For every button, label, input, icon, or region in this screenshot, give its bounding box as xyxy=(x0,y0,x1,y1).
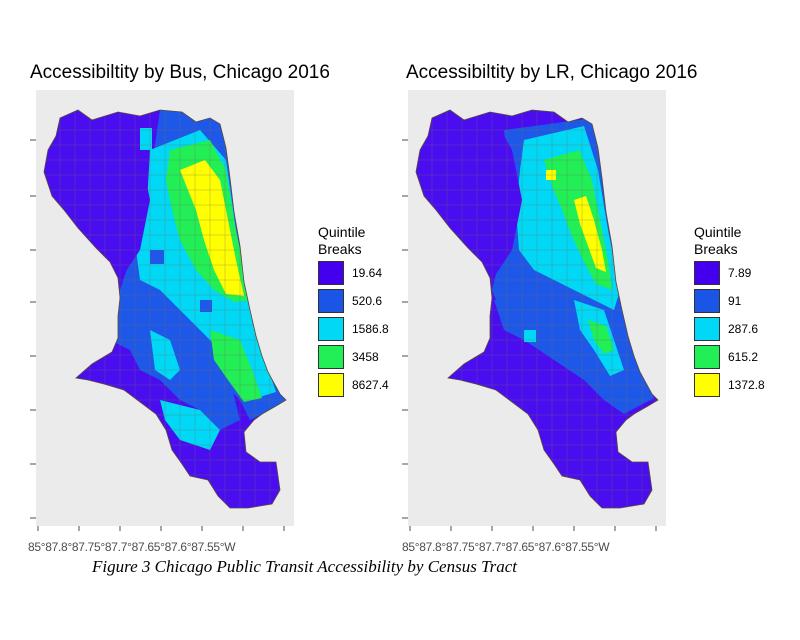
lr-legend-item: 1372.8 xyxy=(694,372,765,398)
lr-map-title: Accessibiltity by LR, Chicago 2016 xyxy=(406,62,698,83)
bus-legend-swatch xyxy=(318,289,344,313)
lr-legend-swatch xyxy=(694,373,720,397)
bus-legend-item: 1586.8 xyxy=(318,316,389,342)
lr-legend-swatch xyxy=(694,317,720,341)
lr-legend-item: 615.2 xyxy=(694,344,765,370)
lr-legend-swatch xyxy=(694,289,720,313)
lr-choropleth-map xyxy=(402,109,659,531)
bus-legend-swatch xyxy=(318,373,344,397)
lr-axis-ticks xyxy=(402,139,657,531)
bus-city-outline xyxy=(43,109,287,509)
bus-choropleth-map xyxy=(30,109,287,531)
bus-legend-item: 520.6 xyxy=(318,288,389,314)
bus-legend-swatch xyxy=(318,345,344,369)
bus-x-axis-labels: 85°87.8°87.75°87.7°87.65°87.6°87.55°W xyxy=(28,540,236,554)
bus-legend-title: Quintile Breaks xyxy=(318,224,366,257)
bus-axis-ticks xyxy=(30,139,285,531)
lr-legend-item: 287.6 xyxy=(694,316,765,342)
lr-legend-swatch xyxy=(694,345,720,369)
lr-x-axis-labels: 85°87.8°87.75°87.7°87.65°87.6°87.55°W xyxy=(402,540,610,554)
lr-legend-swatch xyxy=(694,261,720,285)
lr-legend: Quintile Breaks 7.89 91 287.6 615.2 1372… xyxy=(694,224,765,398)
bus-legend: Quintile Breaks 19.64 520.6 1586.8 3458 … xyxy=(318,224,389,398)
bus-map-title: Accessibiltity by Bus, Chicago 2016 xyxy=(30,62,330,83)
bus-legend-item: 8627.4 xyxy=(318,372,389,398)
bus-legend-swatch xyxy=(318,317,344,341)
lr-legend-item: 91 xyxy=(694,288,765,314)
bus-legend-item: 19.64 xyxy=(318,260,389,286)
lr-map-panel: Accessibiltity by LR, Chicago 2016 xyxy=(374,0,765,560)
bus-legend-swatch xyxy=(318,261,344,285)
lr-legend-title: Quintile Breaks xyxy=(694,224,742,257)
lr-city-outline xyxy=(415,109,659,509)
bus-map-panel: Accessibiltity by Bus, Chicago 2016 xyxy=(0,0,389,560)
lr-legend-item: 7.89 xyxy=(694,260,765,286)
bus-legend-item: 3458 xyxy=(318,344,389,370)
figure-caption: Figure 3 Chicago Public Transit Accessib… xyxy=(92,557,517,576)
